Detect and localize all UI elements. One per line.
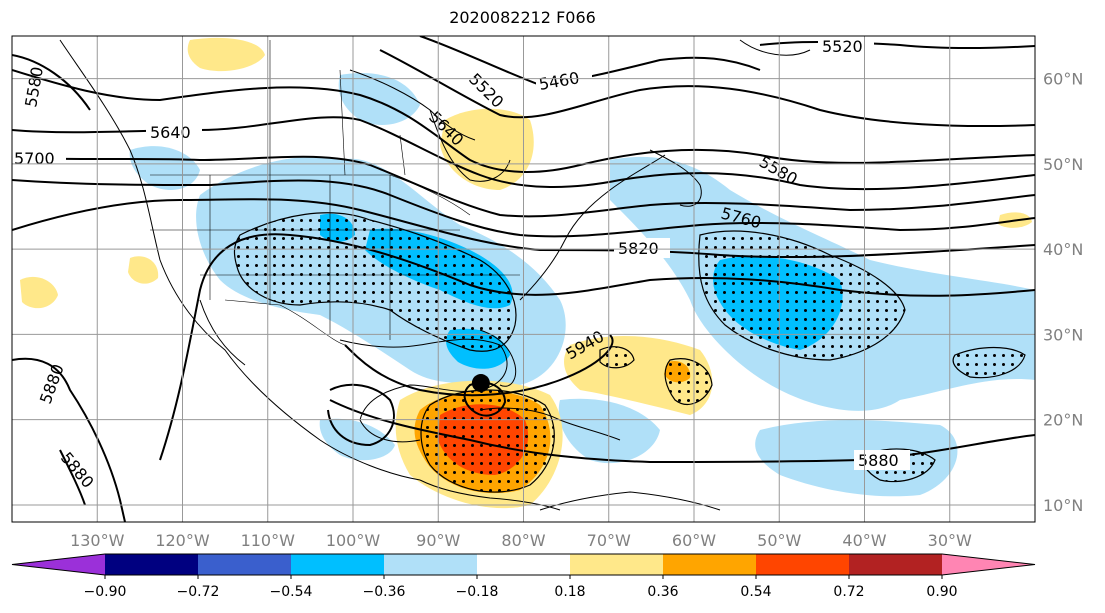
height-contours — [12, 36, 1035, 522]
latitude-tick-label: 10°N — [1043, 496, 1083, 515]
map-frame — [11, 35, 1036, 523]
longitude-tick-label: 40°W — [842, 531, 886, 550]
latitude-tick-label: 60°N — [1043, 70, 1083, 89]
colorbar-tick-label: 0.36 — [647, 584, 678, 600]
longitude-tick-label: 120°W — [155, 531, 210, 550]
contour-5460 — [419, 36, 761, 87]
latitude-tick-label: 50°N — [1043, 155, 1083, 174]
coast-greenland — [739, 39, 811, 56]
longitude-tick-label: 80°W — [501, 531, 545, 550]
shade-yellow-bc — [187, 37, 265, 72]
colorbar-tick-label: −0.72 — [177, 584, 220, 600]
map-title: 2020082212 F066 — [449, 8, 596, 27]
stipple-us — [233, 212, 517, 352]
colorbar-segment — [756, 554, 850, 575]
contour-label: 5640 — [150, 123, 191, 142]
shade-light-blue-caribbean — [558, 398, 660, 464]
colorbar-tick-label: −0.54 — [270, 584, 313, 600]
contour-5880-west — [12, 357, 126, 522]
stipple-atlantic — [698, 230, 906, 361]
longitude-tick-label: 30°W — [928, 531, 972, 550]
border-canada-c — [399, 134, 406, 176]
colorbar-tick-label: 0.90 — [926, 584, 957, 600]
coast-florida — [479, 329, 517, 387]
contour-5580-a — [12, 69, 1035, 173]
colorbar-segment — [105, 554, 199, 575]
grid — [12, 36, 1035, 522]
contour-5880-south — [59, 449, 86, 506]
contour-label: 5820 — [618, 239, 659, 258]
colorbar-segment — [570, 554, 664, 575]
colorbar-segment — [663, 554, 757, 575]
stipple-east — [952, 346, 1026, 379]
political-borders — [150, 40, 520, 346]
contour-5520 — [379, 49, 1035, 128]
coast-baja — [199, 299, 246, 366]
latitude-labels: 60°N 50°N 40°N 30°N 20°N 10°N — [1043, 70, 1083, 515]
colorbar-segment — [477, 554, 571, 575]
colorbar-segment — [942, 554, 1035, 575]
longitude-labels: 130°W 120°W 110°W 100°W 90°W 80°W 70°W 60°W 50°W… — [70, 531, 972, 550]
colorbar: −0.90 −0.72 −0.54 −0.36 −0.18 0.18 0.36 0.54 0.7… — [11, 553, 1036, 600]
colorbar-segment — [849, 554, 943, 575]
shade-yellow-sw-pacific2 — [128, 256, 159, 284]
longitude-tick-label: 50°W — [757, 531, 801, 550]
longitude-tick-label: 130°W — [70, 531, 125, 550]
stipple-caribbean2 — [664, 358, 713, 405]
coast-newfoundland — [649, 149, 702, 207]
contour-5880-tropics — [329, 399, 1035, 464]
contour-label: 5880 — [858, 451, 899, 470]
colorbar-tick-label: −0.18 — [456, 584, 499, 600]
contour-5520-north — [759, 40, 1035, 50]
colorbar-tick-label: 0.54 — [740, 584, 771, 600]
longitude-tick-label: 70°W — [587, 531, 631, 550]
latitude-tick-label: 20°N — [1043, 411, 1083, 430]
colorbar-tick-label: −0.36 — [363, 584, 406, 600]
colorbar-tick-label: −0.90 — [84, 584, 127, 600]
storm-center-marker — [471, 374, 490, 393]
contour-5880-ridge — [159, 233, 1035, 461]
contour-storm-ring — [463, 381, 507, 417]
contour-5700 — [12, 155, 1035, 218]
shade-yellow-sw-pacific — [20, 276, 58, 309]
contour-5940-gulf — [327, 383, 395, 447]
colorbar-segment — [384, 554, 478, 575]
longitude-tick-label: 90°W — [416, 531, 460, 550]
shade-light-blue-mex-pacific — [319, 418, 395, 461]
colorbar-segment — [198, 554, 292, 575]
border-us-mexico — [224, 299, 346, 346]
stipple-areas — [233, 212, 1026, 493]
contour-5940 — [344, 334, 614, 397]
colorbar-tick-label: 0.18 — [554, 584, 585, 600]
border-canada-a — [339, 69, 346, 176]
contour-5760 — [12, 179, 1035, 238]
shade-yellow-hudson — [440, 108, 534, 190]
longitude-tick-label: 60°W — [672, 531, 716, 550]
border-us-canada — [150, 174, 471, 216]
contour-label: 5700 — [14, 149, 55, 168]
longitude-tick-label: 100°W — [326, 531, 381, 550]
coast-south-america — [539, 491, 721, 511]
contour-label: 5520 — [822, 37, 863, 56]
latitude-tick-label: 30°N — [1043, 325, 1083, 344]
colorbar-tick-label: 0.72 — [833, 584, 864, 600]
colorbar-segment — [291, 554, 385, 575]
coast-central-america — [419, 479, 561, 511]
contour-5820 — [12, 198, 1035, 259]
longitude-tick-label: 110°W — [241, 531, 296, 550]
contour-5580-b — [12, 54, 91, 111]
colorbar-segment — [12, 554, 105, 575]
latitude-tick-label: 40°N — [1043, 240, 1083, 259]
